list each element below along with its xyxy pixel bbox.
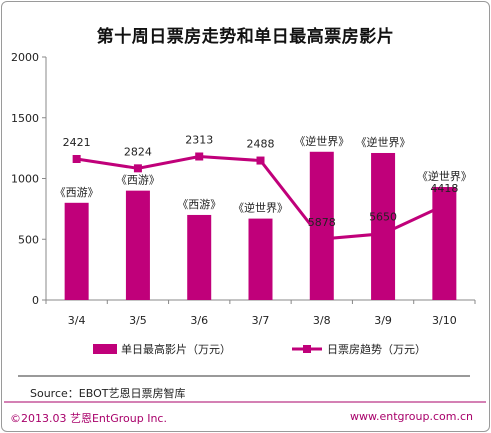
trend-point (440, 201, 449, 210)
x-tick-label: 3/5 (129, 314, 147, 327)
x-tick-label: 3/8 (313, 314, 331, 327)
trend-value-label: 2313 (185, 134, 213, 147)
bar-label: 《逆世界》 (356, 135, 411, 149)
x-tick-label: 3/7 (252, 314, 270, 327)
trend-value-label: 2488 (247, 138, 275, 151)
bar-label: 《西游》 (55, 186, 99, 199)
trend-value-label: 5650 (369, 211, 397, 224)
y-tick-label: 2000 (11, 51, 39, 64)
source-note: Source：EBOT艺恩日票房智库 (30, 387, 186, 400)
y-tick-label: 1500 (11, 112, 39, 125)
trend-point (256, 156, 265, 165)
bar (309, 151, 334, 300)
trend-value-label: 2421 (63, 136, 91, 149)
bar (187, 214, 212, 300)
bar (371, 152, 396, 300)
trend-value-label: 5878 (308, 216, 336, 229)
bar-label: 《逆世界》 (417, 169, 472, 183)
legend-bar-label: 单日最高影片（万元） (121, 342, 231, 356)
trend-point (133, 164, 142, 173)
trend-point (195, 152, 204, 161)
trend-value-label: 4418 (430, 182, 458, 195)
y-tick-label: 500 (18, 233, 39, 246)
legend-line-marker (303, 345, 311, 353)
trend-point (317, 235, 326, 243)
y-tick-label: 0 (32, 294, 39, 307)
trend-value-label: 2824 (124, 145, 152, 158)
trend-point (72, 155, 81, 163)
bar-label: 《逆世界》 (294, 134, 349, 148)
bar (125, 190, 150, 300)
footer-website[interactable]: www.entgroup.com.cn (350, 410, 473, 423)
x-tick-label: 3/9 (374, 314, 392, 327)
bar (64, 202, 89, 300)
bar-label: 《西游》 (116, 174, 160, 187)
x-tick-label: 3/10 (432, 314, 457, 327)
legend-line-label: 日票房趋势（万元） (327, 343, 426, 356)
x-tick-label: 3/6 (190, 314, 208, 327)
chart-title: 第十周日票房走势和单日最高票房影片 (96, 27, 395, 47)
bar (248, 218, 273, 300)
y-tick-label: 1000 (11, 173, 39, 186)
bar-label: 《逆世界》 (233, 201, 288, 215)
trend-point (379, 229, 388, 238)
bar-label: 《西游》 (177, 198, 221, 211)
x-tick-label: 3/4 (68, 314, 86, 327)
footer-copyright: ©2013.03 艺恩EntGroup Inc. (10, 412, 167, 425)
legend-bar-swatch (93, 344, 117, 354)
